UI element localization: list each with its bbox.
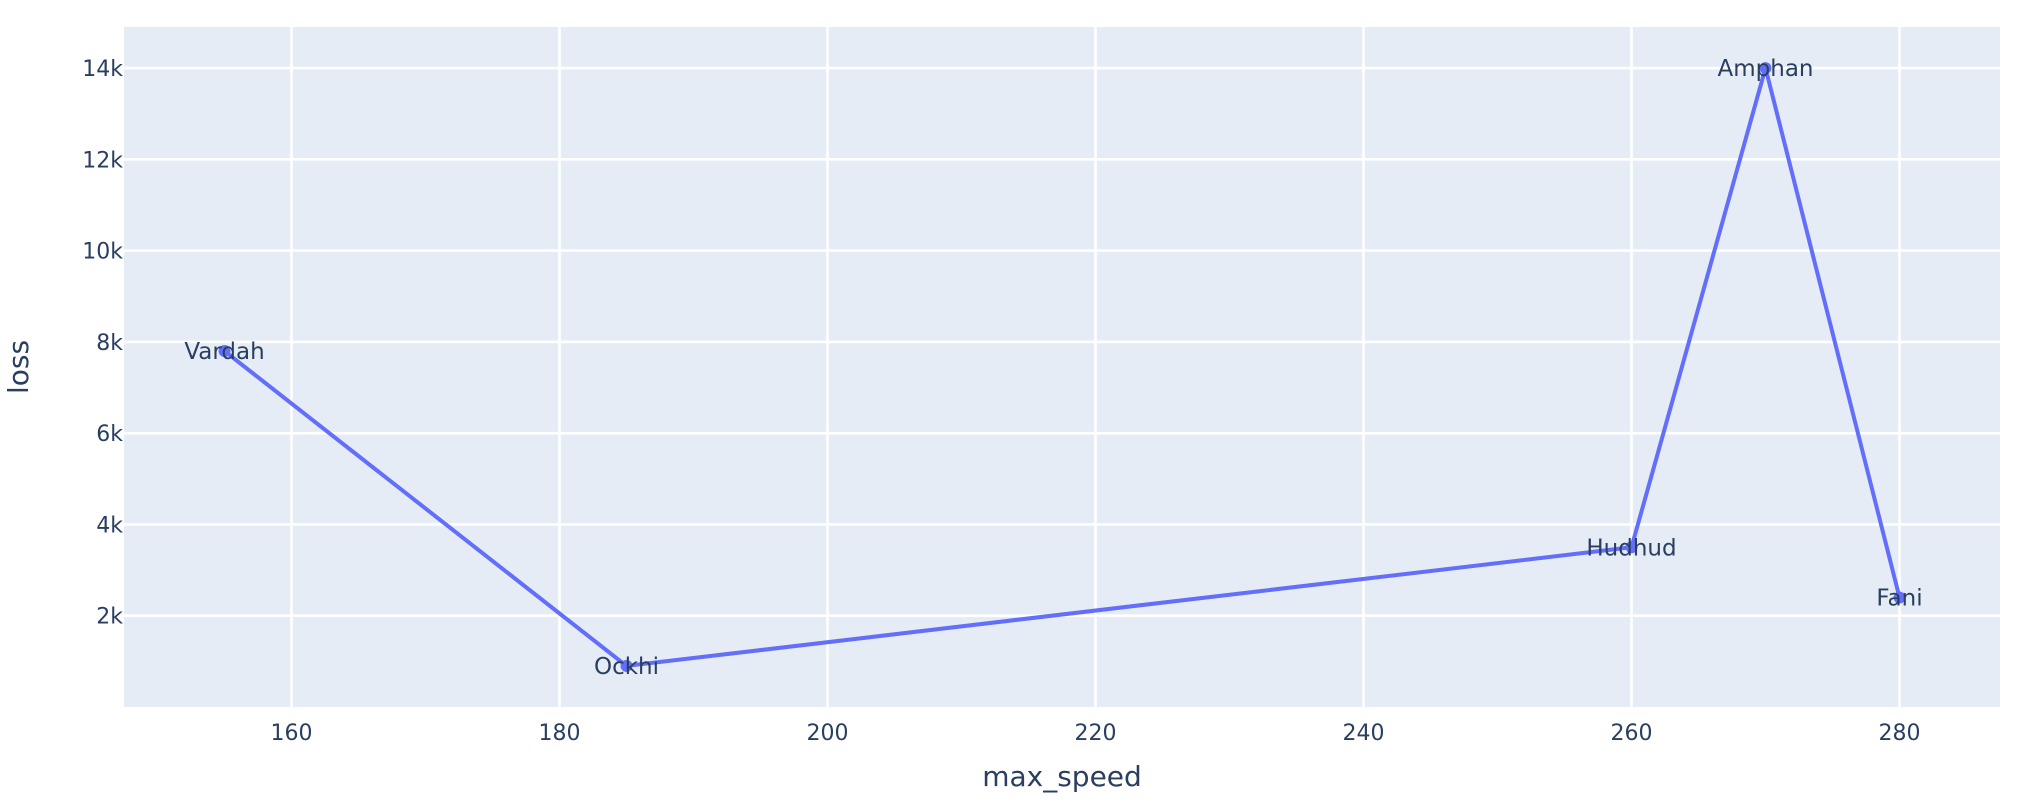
y-tick-label: 8k (96, 331, 123, 356)
data-point (1759, 62, 1772, 75)
x-tick-label: 160 (271, 721, 313, 746)
data-point (620, 659, 633, 672)
y-grid-lines (124, 66, 2000, 618)
series-group: Vardah Ockhi Hudhud Amphan Fani (184, 56, 1922, 680)
y-tick-label: 6k (96, 422, 123, 447)
data-point (1625, 541, 1638, 554)
y-tick-label: 10k (82, 240, 123, 265)
x-tick-label: 240 (1343, 721, 1385, 746)
x-grid-lines (290, 27, 1901, 707)
x-tick-label: 280 (1879, 721, 1921, 746)
data-point-label: Amphan (1718, 56, 1814, 82)
y-tick-label: 4k (96, 513, 123, 538)
x-tick-label: 200 (807, 721, 849, 746)
x-tick-label: 220 (1075, 721, 1117, 746)
y-tick-labels: 2k 4k 6k 8k 10k 12k 14k (82, 57, 123, 630)
x-tick-labels: 160 180 200 220 240 260 280 (271, 721, 1921, 746)
y-tick-label: 2k (96, 605, 123, 630)
x-tick-label: 260 (1611, 721, 1653, 746)
y-tick-label: 14k (82, 57, 123, 82)
data-point-label: Fani (1876, 585, 1922, 611)
data-point-label: Hudhud (1586, 535, 1676, 561)
y-tick-label: 12k (82, 148, 123, 173)
data-point-label: Vardah (184, 339, 264, 365)
data-point-label: Ockhi (594, 654, 659, 680)
x-axis-title: max_speed (982, 760, 1142, 793)
x-tick-label: 180 (539, 721, 581, 746)
y-axis-title: loss (2, 340, 35, 394)
plot-area (124, 27, 2000, 707)
data-point (1893, 591, 1906, 604)
data-point (218, 345, 231, 358)
